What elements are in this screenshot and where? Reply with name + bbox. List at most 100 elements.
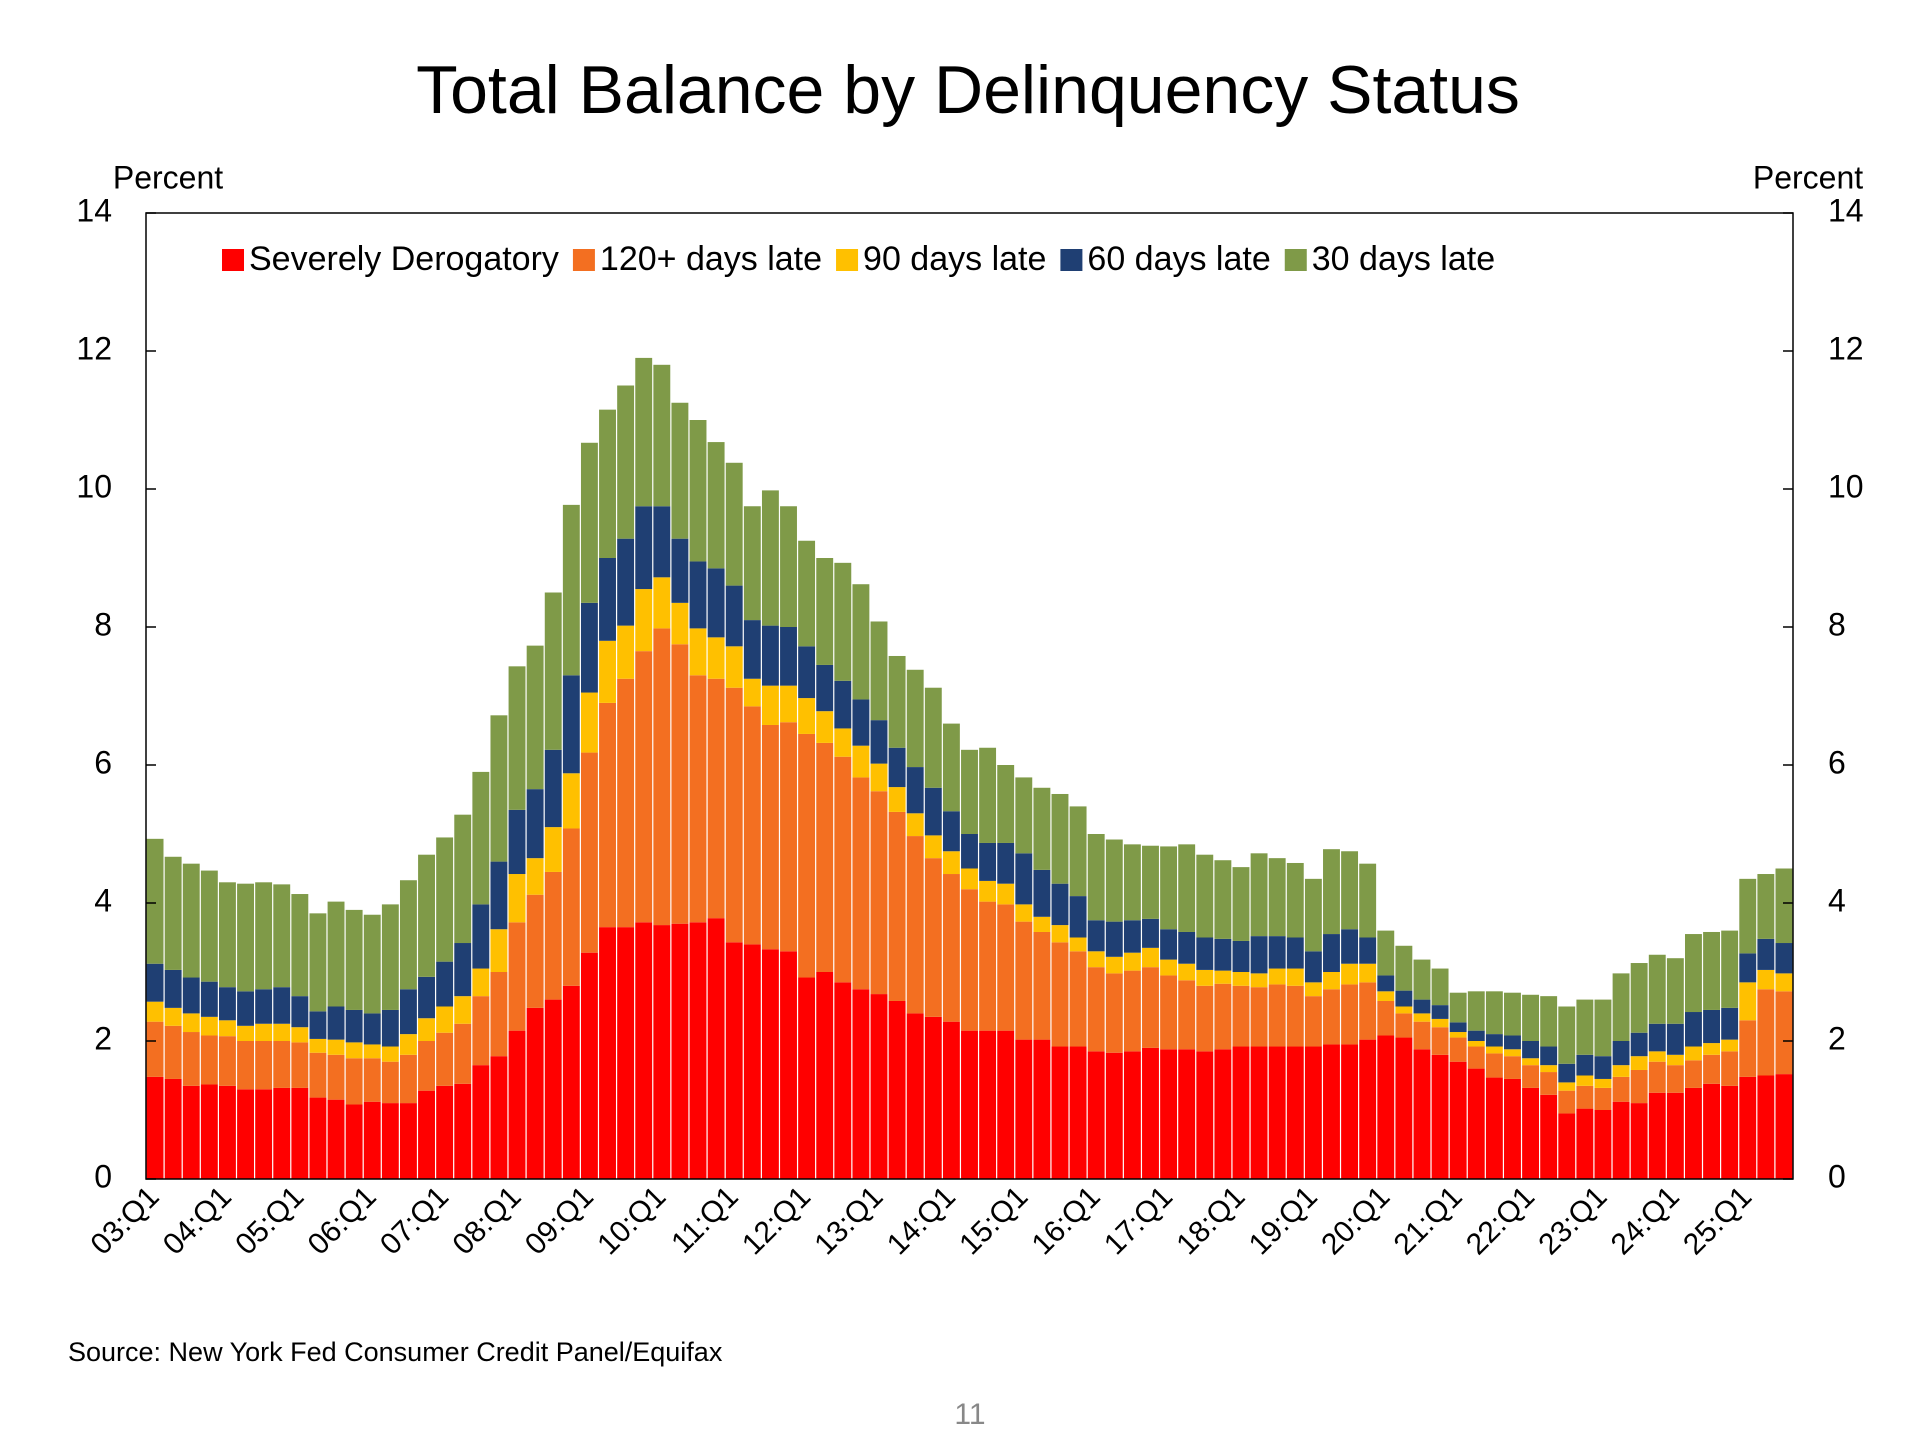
bar-segment [1341, 1044, 1359, 1179]
bar-segment [436, 1085, 454, 1179]
legend-label: 30 days late [1312, 240, 1495, 278]
bar-segment [780, 722, 797, 952]
bar-segment [1739, 1020, 1757, 1077]
legend-label: Severely Derogatory [249, 240, 559, 278]
bar-segment [852, 584, 870, 700]
page-number: 11 [954, 1398, 985, 1431]
legend-swatch [572, 249, 595, 271]
bar-segment [1757, 874, 1775, 939]
bar-segment [1757, 938, 1775, 970]
bar-segment [1015, 777, 1033, 854]
bar-segment [273, 987, 291, 1024]
bar-segment [816, 742, 834, 972]
x-tick-label: 10:Q1 [591, 1180, 672, 1261]
bar-segment [418, 976, 435, 1019]
bar-segment [1015, 921, 1033, 1040]
bar-segment [888, 811, 906, 1001]
bar-segment [309, 913, 327, 1012]
bar-segment [1703, 1083, 1721, 1179]
bar-segment [870, 763, 888, 792]
bar-segment [1033, 916, 1051, 932]
bar-segment [1666, 1023, 1684, 1055]
bar-segment [1721, 1051, 1739, 1086]
y-tick-label: 0 [94, 1158, 112, 1194]
bar-segment [1721, 930, 1739, 1008]
bar-segment [725, 585, 743, 647]
bar-segment [1395, 1013, 1413, 1038]
bar-segment [327, 1039, 345, 1055]
bar-segment [309, 1038, 327, 1053]
bar-segment [1033, 1039, 1051, 1179]
bar-segment [1232, 940, 1250, 972]
bar-segment [1685, 1087, 1702, 1179]
bar-segment [906, 767, 924, 814]
bar-segment [761, 625, 779, 686]
bar-segment [255, 1041, 273, 1090]
bar-segment [924, 1016, 942, 1179]
bar-segment [961, 1030, 978, 1179]
bar-segment [363, 1013, 381, 1045]
bar-segment [1069, 1046, 1087, 1179]
x-tick-label: 05:Q1 [229, 1180, 310, 1261]
bar-segment [1431, 1018, 1449, 1028]
bar-segment [689, 922, 707, 1179]
bar-segment [1612, 1101, 1630, 1179]
bar-segment [1160, 959, 1178, 976]
bar-segment [1105, 956, 1123, 974]
bar-segment [1721, 1085, 1739, 1179]
bar-segment [1142, 845, 1159, 919]
bar-segment [508, 666, 526, 810]
bar-segment [1214, 970, 1232, 984]
bar-segment [1250, 973, 1268, 988]
bar-segment [182, 863, 200, 978]
bar-segment [291, 1087, 309, 1179]
bar-segment [1359, 863, 1377, 938]
bar-segment [580, 442, 598, 603]
bar-segment [1576, 1054, 1594, 1076]
bar-segment [218, 882, 236, 988]
bar-segment [345, 1042, 363, 1059]
bar-segment [1268, 968, 1286, 985]
bar-segment [1196, 854, 1214, 938]
bar-segment [1105, 973, 1123, 1053]
bar-segment [1304, 951, 1322, 983]
bar-segment [1377, 975, 1395, 992]
bar-segment [1449, 1061, 1467, 1179]
x-tick-label: 14:Q1 [881, 1180, 962, 1261]
bar-segment [780, 506, 797, 627]
bar-segment [979, 880, 997, 902]
bar-segment [1250, 1046, 1268, 1179]
bar-segment [798, 698, 816, 734]
bar-segment [526, 858, 544, 895]
bar-segment [1630, 1103, 1648, 1179]
bar-segment [1558, 1113, 1576, 1179]
bar-segment [1612, 973, 1630, 1041]
bar-segment [798, 977, 816, 1179]
bar-segment [834, 728, 852, 757]
bar-segment [1612, 1065, 1630, 1077]
bar-segment [182, 1032, 200, 1086]
bar-segment [327, 1006, 345, 1040]
bar-segment [1431, 968, 1449, 1006]
bar-segment [472, 1065, 490, 1179]
bar-segment [707, 678, 725, 919]
bar-segment [1721, 1039, 1739, 1052]
bar-segment [1485, 1053, 1503, 1078]
bar-segment [508, 874, 526, 923]
bar-segment [200, 870, 218, 982]
bar-segment [888, 655, 906, 748]
y-axis-label: Percent [113, 159, 223, 195]
legend-swatch [836, 249, 859, 271]
y-tick-label: 14 [76, 192, 112, 228]
y2-tick-label: 12 [1828, 330, 1864, 366]
bar-segment [1051, 942, 1069, 1047]
bar-segment [146, 1001, 164, 1022]
bar-segment [418, 1041, 435, 1091]
bar-segment [653, 506, 671, 578]
bar-segment [1431, 1054, 1449, 1179]
bar-segment [689, 628, 707, 676]
bar-segment [1123, 920, 1141, 953]
bar-segment [1485, 1077, 1503, 1179]
bar-segment [1540, 1046, 1558, 1066]
bar-segment [200, 1084, 218, 1179]
